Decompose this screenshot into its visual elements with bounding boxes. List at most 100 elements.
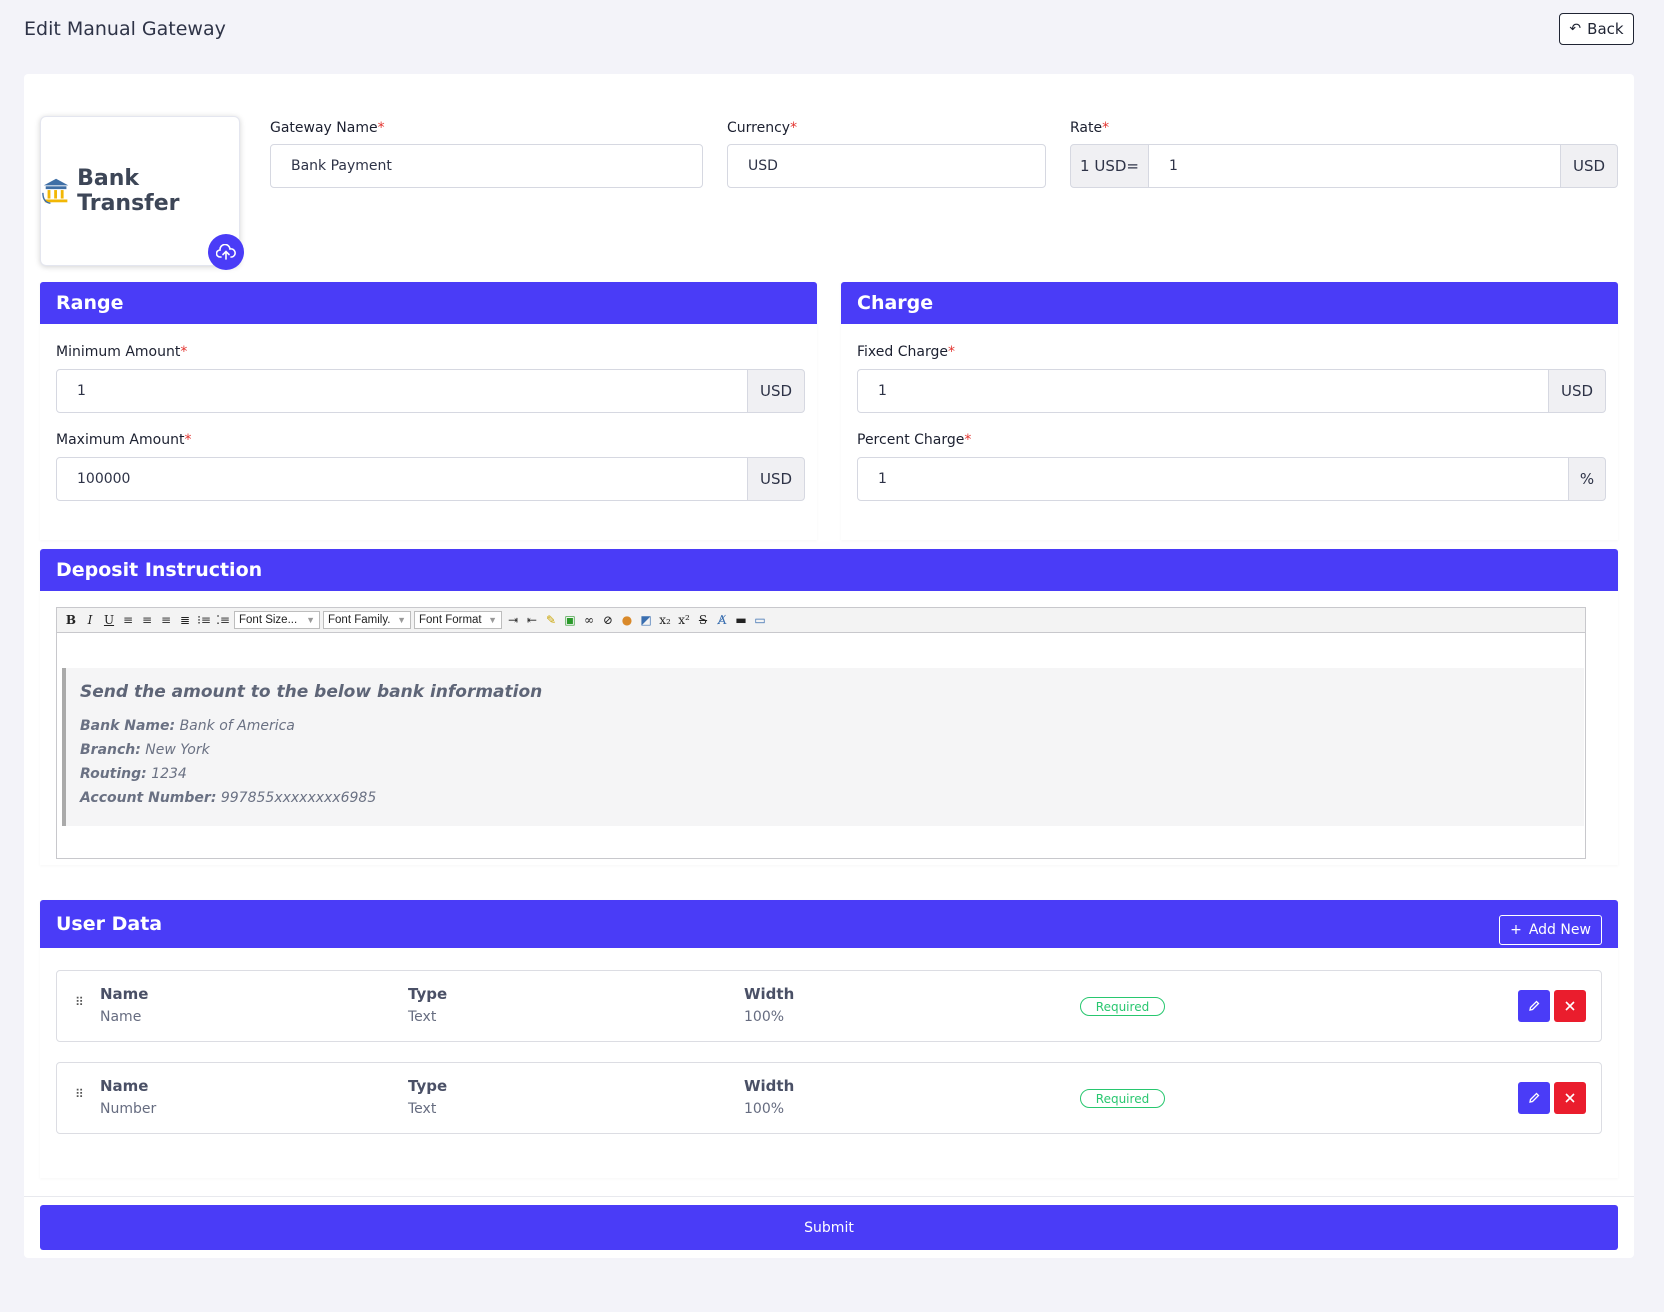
field-name-header: Name [100,1077,149,1095]
maximum-amount-suffix: USD [747,457,805,501]
required-badge: Required [1080,1089,1165,1108]
field-width-col: Width 100% [744,1077,794,1117]
unlink-icon[interactable]: ⊘ [602,613,614,627]
back-button[interactable]: ↶ Back [1559,13,1634,45]
add-new-label: Add New [1528,922,1591,938]
logo-text: Bank Transfer [77,166,180,216]
link-icon[interactable]: ∞ [584,613,594,627]
field-type-value: Text [408,1009,437,1025]
plus-icon: + [1510,922,1522,938]
field-width-value: 100% [744,1009,785,1025]
submit-button[interactable]: Submit [40,1205,1618,1250]
maximum-amount-input[interactable]: 100000 [56,457,748,501]
field-width-header: Width [744,1077,795,1095]
required-badge: Required [1080,997,1165,1016]
user-data-row[interactable]: ⠿ Name Name Type Text Width 100% Require… [56,970,1602,1042]
add-new-button[interactable]: + Add New [1499,915,1602,945]
currency-input[interactable]: USD [727,144,1046,188]
maximum-amount-label: Maximum Amount* [56,432,192,448]
field-name-col: Name Number [100,1077,156,1117]
instruction-heading: Send the amount to the below bank inform… [80,682,543,702]
close-icon [1565,1093,1575,1103]
indent-icon[interactable]: ⇥ [507,613,519,627]
range-header: Range [40,282,817,324]
pencil-icon [1529,1092,1540,1103]
fixed-charge-suffix: USD [1548,369,1606,413]
instruction-line: Branch: New York [80,742,210,758]
field-type-header: Type [408,1077,448,1095]
drag-handle-icon[interactable]: ⠿ [75,995,84,1009]
gateway-name-input[interactable]: Bank Payment [270,144,703,188]
field-type-col: Type Text [408,1077,447,1117]
subscript-icon[interactable]: x₂ [659,613,671,627]
minimum-amount-input[interactable]: 1 [56,369,748,413]
horizontal-rule-icon[interactable]: ▬ [735,613,747,627]
deposit-instruction-header: Deposit Instruction [40,549,1618,591]
minimum-amount-suffix: USD [747,369,805,413]
fixed-charge-label: Fixed Charge* [857,344,955,360]
unordered-list-icon[interactable]: ⁚≡ [216,613,230,627]
pencil-icon [1529,1000,1540,1011]
percent-charge-input[interactable]: 1 [857,457,1569,501]
charge-header: Charge [841,282,1618,324]
field-type-value: Text [408,1101,437,1117]
field-type-header: Type [408,985,448,1003]
cloud-upload-icon [216,244,236,260]
insert-image-icon[interactable]: ▣ [564,613,576,627]
delete-field-button[interactable] [1554,990,1586,1022]
superscript-icon[interactable]: x² [678,613,690,627]
ordered-list-icon[interactable]: ⁝≡ [197,613,211,627]
edit-field-button[interactable] [1518,1082,1550,1114]
rate-input[interactable]: 1 [1148,144,1561,188]
underline-icon[interactable]: U [103,613,115,627]
outdent-icon[interactable]: ⇤ [526,613,538,627]
font-size-select[interactable]: Font Size... ▼ [234,611,320,629]
strikethrough-icon[interactable]: S [698,613,708,627]
back-arrow-icon: ↶ [1569,21,1582,37]
rate-prefix: 1 USD= [1070,144,1149,188]
field-type-col: Type Text [408,985,447,1025]
italic-icon[interactable]: I [87,613,93,627]
instruction-line: Routing: 1234 [80,766,187,782]
minimum-amount-label: Minimum Amount* [56,344,188,360]
rich-text-editor[interactable]: B I U ≡ ≡ ≡ ≣ ⁝≡ ⁚≡ Font Size... ▼ Font F… [56,607,1586,859]
remove-format-icon[interactable]: A̸ [717,613,727,627]
field-width-col: Width 100% [744,985,794,1025]
font-family-select[interactable]: Font Family. ▼ [323,611,411,629]
fixed-charge-input[interactable]: 1 [857,369,1549,413]
field-width-header: Width [744,985,795,1003]
align-justify-icon[interactable]: ≣ [179,613,191,627]
instruction-line: Account Number: 997855xxxxxxxx6985 [80,790,377,806]
user-data-row[interactable]: ⠿ Name Number Type Text Width 100% Requi… [56,1062,1602,1134]
field-name-value: Number [100,1101,157,1117]
align-center-icon[interactable]: ≡ [141,613,153,627]
delete-field-button[interactable] [1554,1082,1586,1114]
currency-label: Currency* [727,120,798,136]
drag-handle-icon[interactable]: ⠿ [75,1087,84,1101]
footer-divider [24,1196,1634,1197]
field-name-col: Name Name [100,985,148,1025]
image-icon[interactable]: ◩ [640,613,652,627]
percent-charge-label: Percent Charge* [857,432,972,448]
field-name-header: Name [100,985,149,1003]
rate-suffix: USD [1560,144,1618,188]
user-data-header: User Data [40,900,1618,948]
gateway-name-label: Gateway Name* [270,120,385,136]
editor-toolbar: B I U ≡ ≡ ≡ ≣ ⁝≡ ⁚≡ Font Size... ▼ Font F… [57,608,1585,633]
instruction-blockquote: Send the amount to the below bank inform… [62,668,1584,826]
back-button-label: Back [1587,20,1624,38]
close-icon [1565,1001,1575,1011]
gateway-logo-preview: Bank Transfer [40,116,240,266]
edit-html-icon[interactable]: ✎ [545,613,557,627]
page-title: Edit Manual Gateway [24,18,226,40]
bold-icon[interactable]: B [65,613,77,627]
font-format-select[interactable]: Font Format ▼ [414,611,502,629]
html-source-icon[interactable]: ▭ [754,613,766,627]
upload-image-button[interactable] [208,234,244,270]
align-left-icon[interactable]: ≡ [122,613,134,627]
edit-field-button[interactable] [1518,990,1550,1022]
percent-charge-suffix: % [1568,457,1606,501]
align-right-icon[interactable]: ≡ [160,613,172,627]
color-picker-icon[interactable]: ● [621,613,633,627]
instruction-line: Bank Name: Bank of America [80,718,295,734]
